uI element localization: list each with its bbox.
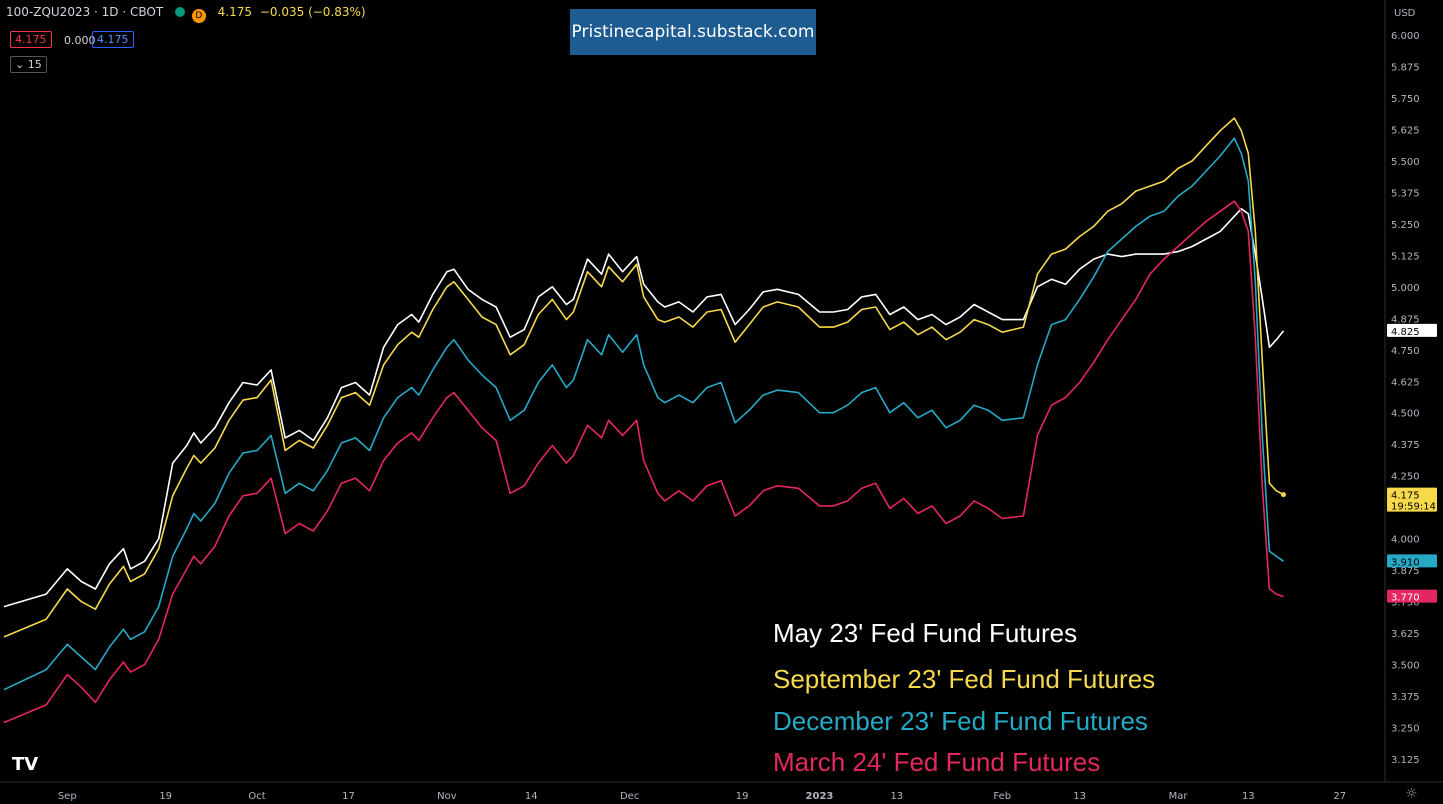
y-tick-label: 3.625 xyxy=(1391,629,1420,640)
y-tick-label: 4.250 xyxy=(1391,472,1420,483)
market-status-icon xyxy=(175,7,185,17)
interval-selector[interactable]: ⌄ 15 xyxy=(10,56,47,73)
price-change: −0.035 (−0.83%) xyxy=(259,5,366,19)
y-tick-label: 3.250 xyxy=(1391,724,1420,735)
legend-sep23: September 23' Fed Fund Futures xyxy=(773,664,1155,695)
bid-price-box[interactable]: 4.175 xyxy=(10,31,52,48)
ask-price-box[interactable]: 4.175 xyxy=(92,31,134,48)
y-tick-label: 4.875 xyxy=(1391,314,1420,325)
price-label-0: 4.825 xyxy=(1387,323,1437,338)
x-tick-label: 13 xyxy=(1073,791,1086,802)
chevron-down-icon: ⌄ xyxy=(15,58,25,71)
x-tick-label: Oct xyxy=(248,791,265,802)
y-tick-label: 4.750 xyxy=(1391,346,1420,357)
spread-value: 0.000 xyxy=(64,34,96,47)
currency-label: USD xyxy=(1394,8,1416,19)
x-tick-label: 19 xyxy=(736,791,749,802)
x-tick-label: Nov xyxy=(437,791,457,802)
y-tick-label: 5.375 xyxy=(1391,188,1420,199)
price-label-bg xyxy=(1387,487,1437,512)
legend-mar24: March 24' Fed Fund Futures xyxy=(773,747,1100,778)
y-tick-label: 4.375 xyxy=(1391,440,1420,451)
y-tick-label: 3.875 xyxy=(1391,566,1420,577)
price-label-2: 3.910 xyxy=(1387,554,1437,568)
x-tick-label: Feb xyxy=(993,791,1011,802)
watermark-banner: Pristinecapital.substack.com xyxy=(570,9,816,55)
interval-value: 15 xyxy=(27,58,42,71)
legend-may23: May 23' Fed Fund Futures xyxy=(773,618,1077,649)
price-label-bg xyxy=(1387,323,1437,337)
y-tick-label: 5.875 xyxy=(1391,62,1420,73)
y-tick-label: 4.000 xyxy=(1391,535,1420,546)
x-tick-label: 27 xyxy=(1333,791,1346,802)
x-tick-label: Dec xyxy=(620,791,639,802)
y-tick-label: 5.000 xyxy=(1391,283,1420,294)
x-tick-label: 13 xyxy=(1242,791,1255,802)
price-label-3: 3.770 xyxy=(1387,589,1437,604)
x-tick-label: 19 xyxy=(159,791,172,802)
y-tick-label: 3.375 xyxy=(1391,692,1420,703)
y-tick-label: 5.625 xyxy=(1391,125,1420,136)
symbol-title[interactable]: 100-ZQU2023 · 1D · CBOT xyxy=(6,5,164,19)
x-tick-label: 17 xyxy=(342,791,355,802)
price-label-bg xyxy=(1387,554,1437,568)
series-line-0 xyxy=(3,208,1285,608)
y-tick-label: 3.750 xyxy=(1391,598,1420,609)
last-price: 4.175 xyxy=(217,5,253,19)
x-tick-label: 2023 xyxy=(806,791,834,802)
x-tick-label: Sep xyxy=(58,791,77,802)
price-label-bg xyxy=(1387,589,1437,603)
price-label-text: 4.825 xyxy=(1391,327,1420,338)
y-tick-label: 6.000 xyxy=(1391,31,1420,42)
y-tick-label: 3.125 xyxy=(1391,755,1420,766)
series-line-1 xyxy=(3,117,1284,638)
tradingview-logo[interactable]: TV xyxy=(12,754,39,775)
x-tick-label: 13 xyxy=(890,791,903,802)
legend-label: May 23' Fed Fund Futures xyxy=(773,618,1078,648)
legend-label: December 23' Fed Fund Futures xyxy=(773,706,1148,736)
symbol-header: 100-ZQU2023 · 1D · CBOT D 4.175 −0.035 (… xyxy=(6,5,366,23)
last-value-dot xyxy=(1280,492,1286,498)
y-tick-label: 5.125 xyxy=(1391,251,1420,262)
y-tick-label: 5.500 xyxy=(1391,157,1420,168)
delayed-badge[interactable]: D xyxy=(191,9,206,23)
price-label-text: 4.175 xyxy=(1391,491,1420,502)
y-tick-label: 3.500 xyxy=(1391,661,1420,672)
x-tick-label: 14 xyxy=(525,791,538,802)
price-label-text: 3.770 xyxy=(1391,593,1420,604)
y-tick-label: 4.500 xyxy=(1391,409,1420,420)
y-tick-label: 4.625 xyxy=(1391,377,1420,388)
series-line-3 xyxy=(3,200,1284,724)
legend-label: September 23' Fed Fund Futures xyxy=(773,664,1156,694)
x-tick-label: Mar xyxy=(1169,791,1189,802)
price-label-text: 3.910 xyxy=(1391,557,1420,568)
countdown-timer: 19:59:14 xyxy=(1391,502,1436,513)
gear-icon[interactable]: ☼ xyxy=(1405,786,1418,802)
legend-label: March 24' Fed Fund Futures xyxy=(773,747,1101,777)
y-tick-label: 5.250 xyxy=(1391,220,1420,231)
series-line-2 xyxy=(3,137,1284,691)
y-tick-label: 5.750 xyxy=(1391,94,1420,105)
legend-dec23: December 23' Fed Fund Futures xyxy=(773,706,1148,737)
